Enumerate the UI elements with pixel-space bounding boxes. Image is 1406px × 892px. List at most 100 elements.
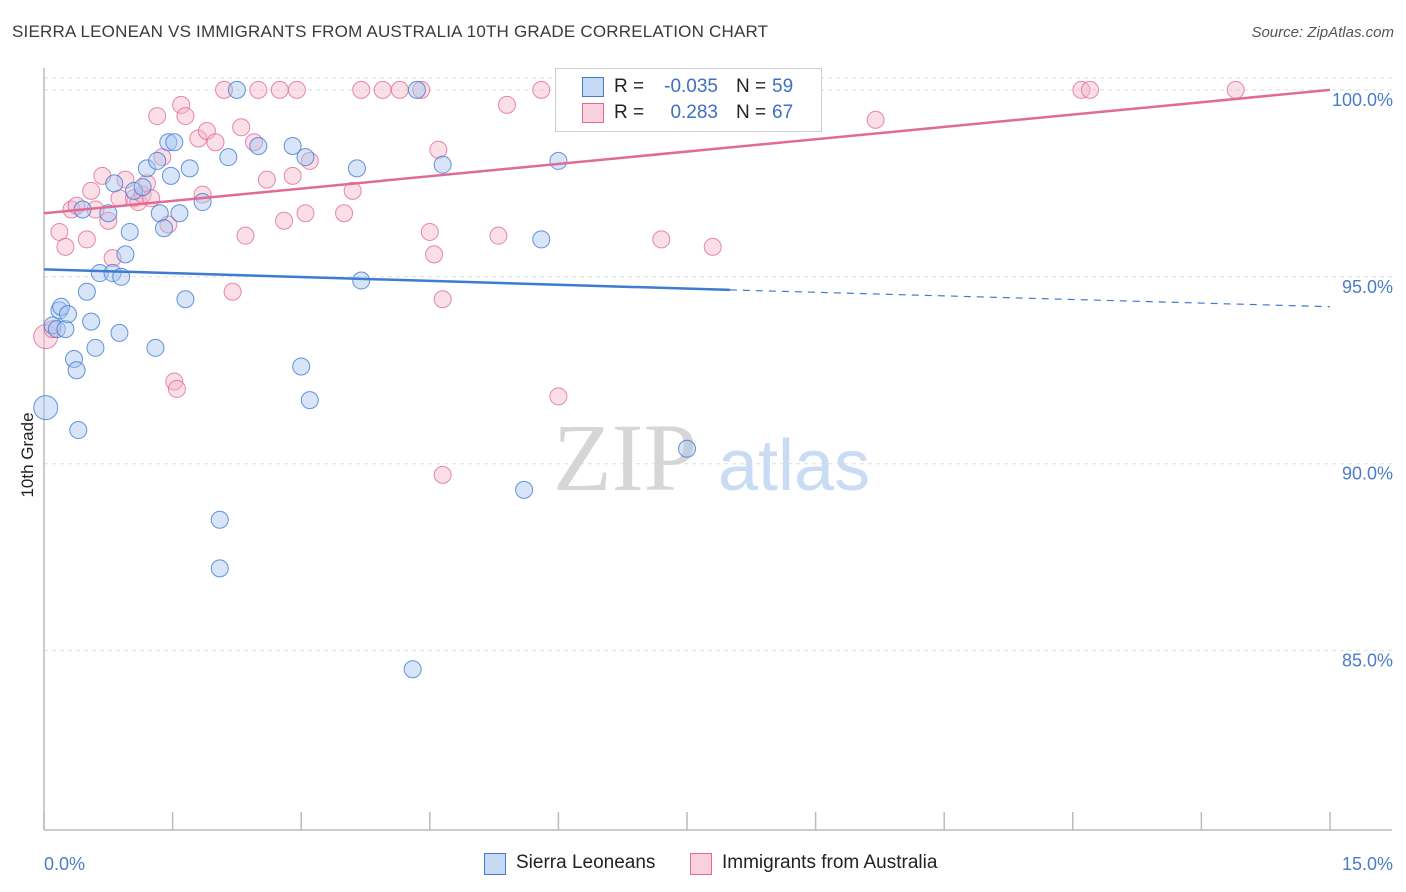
watermark: ZIP atlas (553, 404, 870, 511)
data-point (159, 133, 178, 152)
data-point (165, 372, 184, 391)
data-point (99, 211, 118, 230)
data-point (352, 271, 371, 290)
legend-n-value: 59 (772, 76, 794, 97)
watermark-atlas: atlas (718, 426, 870, 506)
series-swatch-pink (690, 853, 712, 875)
data-point (236, 226, 255, 245)
data-point (67, 361, 86, 380)
data-point (52, 297, 71, 316)
data-point (33, 395, 59, 421)
data-point (133, 178, 152, 197)
data-point (172, 95, 191, 114)
legend-n-label: N = (736, 102, 767, 123)
data-point (82, 181, 101, 200)
data-point (56, 237, 75, 256)
data-point (59, 305, 78, 324)
data-point (249, 136, 268, 155)
data-point (429, 140, 448, 159)
legend-row-immigrants-australia: R = 0.283 N = 67 (556, 100, 821, 126)
watermark-zip: ZIP (553, 404, 697, 511)
data-point (292, 357, 311, 376)
data-point (407, 80, 426, 99)
trend-lines (43, 88, 1331, 308)
data-point (352, 80, 371, 99)
data-point (497, 95, 516, 114)
data-point (433, 465, 452, 484)
data-point (257, 170, 276, 189)
data-point (206, 133, 225, 152)
legend-n-value: 67 (772, 102, 794, 123)
data-point (532, 80, 551, 99)
data-point (335, 204, 354, 223)
data-point (215, 80, 234, 99)
data-point (180, 159, 199, 178)
data-point (146, 338, 165, 357)
legend-swatch-pink (582, 103, 604, 123)
legend-r-label: R = (614, 76, 645, 97)
data-point (43, 320, 62, 339)
gridlines (44, 77, 1392, 652)
data-point (866, 110, 885, 129)
trend-line-pink (43, 88, 1331, 215)
data-point (170, 204, 189, 223)
data-point (232, 118, 251, 137)
data-point (99, 204, 118, 223)
series-legend: Sierra Leoneans Immigrants from Australi… (0, 852, 1406, 878)
data-point (77, 282, 96, 301)
data-point (390, 80, 409, 99)
data-point (110, 323, 129, 342)
data-point (343, 181, 362, 200)
data-point (652, 230, 671, 249)
data-point (1226, 80, 1245, 99)
series-label: Sierra Leoneans (516, 852, 656, 873)
data-point (270, 80, 289, 99)
data-point (549, 151, 568, 170)
axes (43, 68, 1392, 831)
data-point (86, 338, 105, 357)
data-point (515, 480, 534, 499)
data-point (155, 219, 174, 238)
data-point (420, 222, 439, 241)
data-point (275, 211, 294, 230)
data-point (296, 204, 315, 223)
data-point (69, 421, 88, 440)
y-tick-labels: 85.0% 90.0% 95.0% 100.0% (1332, 90, 1393, 671)
data-point (103, 264, 122, 283)
data-point (300, 391, 319, 410)
y-tick-label: 95.0% (1342, 277, 1393, 297)
series-label: Immigrants from Australia (722, 852, 938, 873)
data-point (165, 133, 184, 152)
y-axis-label: 10th Grade (18, 412, 37, 497)
x-tick-label: 15.0% (1342, 854, 1393, 874)
chart-title: SIERRA LEONEAN VS IMMIGRANTS FROM AUSTRA… (12, 22, 769, 41)
legend-n-label: N = (736, 76, 767, 97)
sierra-leoneans-points (33, 80, 696, 679)
data-point (176, 290, 195, 309)
series-swatch-blue (484, 853, 506, 875)
data-point (90, 264, 109, 283)
data-point (105, 174, 124, 193)
source-credit: Source: ZipAtlas.com (1251, 24, 1394, 41)
data-point (210, 559, 229, 578)
data-point (56, 320, 75, 339)
data-point (176, 107, 195, 126)
data-point (82, 312, 101, 331)
data-point (347, 159, 366, 178)
data-point (219, 148, 238, 167)
data-point (65, 350, 84, 369)
data-point (373, 80, 392, 99)
data-point (489, 226, 508, 245)
data-point (433, 155, 452, 174)
data-point (148, 151, 167, 170)
data-point (50, 222, 69, 241)
data-point (148, 107, 167, 126)
data-point (210, 510, 229, 529)
data-point (227, 80, 246, 99)
data-point (150, 204, 169, 223)
x-tick-labels: 0.0% 15.0% (44, 854, 1393, 874)
correlation-legend: R = -0.035 N = 59 R = 0.283 N = 67 (555, 68, 822, 132)
data-point (193, 193, 212, 212)
data-point (703, 237, 722, 256)
